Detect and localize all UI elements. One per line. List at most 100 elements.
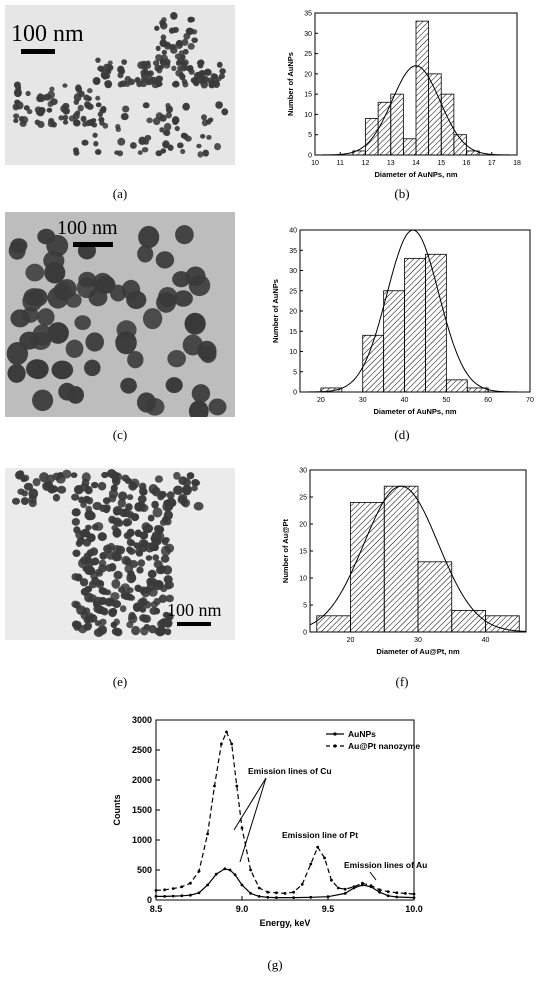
data-point bbox=[206, 832, 209, 836]
nanoparticle bbox=[58, 115, 65, 121]
y-tick-label: 10 bbox=[299, 576, 307, 583]
nanoparticle bbox=[205, 118, 212, 125]
nanoparticle bbox=[111, 524, 119, 531]
nanoparticle bbox=[180, 148, 186, 155]
nanoparticle bbox=[162, 130, 168, 136]
gaussian-fit-line bbox=[315, 65, 517, 156]
nanoparticle bbox=[91, 523, 99, 531]
nanoparticle bbox=[109, 607, 118, 616]
nanoparticle bbox=[160, 34, 167, 41]
scale-bar-label: 100 nm bbox=[57, 217, 118, 239]
nanoparticle bbox=[115, 519, 124, 527]
y-tick-label: 10 bbox=[304, 112, 312, 119]
nanoparticle bbox=[77, 104, 84, 112]
histogram-bar bbox=[415, 20, 430, 156]
nanoparticle bbox=[181, 484, 192, 496]
data-point bbox=[378, 888, 381, 892]
nanoparticle bbox=[148, 484, 159, 495]
y-tick-label: 20 bbox=[304, 71, 312, 78]
histogram-bar bbox=[377, 101, 392, 156]
nanoparticle bbox=[108, 515, 116, 524]
nanoparticle bbox=[119, 605, 127, 613]
nanoparticle bbox=[136, 80, 143, 88]
nanoparticle bbox=[91, 557, 100, 566]
nanoparticle bbox=[71, 508, 81, 517]
nanoparticle bbox=[94, 149, 102, 155]
nanoparticle bbox=[129, 142, 137, 149]
nanoparticle bbox=[126, 538, 134, 547]
nanoparticle bbox=[125, 503, 133, 511]
histogram-bar bbox=[453, 134, 467, 156]
histogram-bar bbox=[451, 609, 486, 633]
nanoparticle bbox=[137, 245, 154, 263]
nanoparticle bbox=[151, 80, 160, 89]
data-point bbox=[249, 868, 253, 872]
data-point bbox=[225, 730, 228, 734]
nanoparticle bbox=[148, 625, 157, 634]
nanoparticle bbox=[142, 308, 163, 330]
y-tick-label: 10 bbox=[289, 349, 297, 356]
nanoparticle bbox=[187, 42, 195, 50]
nanoparticle bbox=[72, 119, 81, 127]
data-point bbox=[343, 887, 347, 891]
nanoparticle bbox=[71, 493, 80, 501]
nanoparticle bbox=[46, 107, 53, 113]
data-point bbox=[309, 862, 313, 866]
nanoparticle bbox=[152, 60, 160, 66]
nanoparticle bbox=[114, 150, 120, 155]
nanoparticle bbox=[187, 16, 194, 23]
nanoparticle bbox=[178, 494, 188, 502]
nanoparticle bbox=[134, 529, 142, 537]
panel-label-d: (d) bbox=[394, 427, 410, 442]
nanoparticle bbox=[112, 476, 121, 486]
histogram-bar bbox=[402, 138, 417, 156]
data-point bbox=[309, 895, 313, 899]
nanoparticle bbox=[84, 102, 91, 109]
scale-bar bbox=[73, 242, 113, 247]
nanoparticle bbox=[101, 471, 109, 479]
nanoparticle bbox=[75, 110, 81, 116]
nanoparticle bbox=[162, 501, 173, 512]
nanoparticle bbox=[108, 489, 119, 499]
data-point bbox=[323, 856, 326, 860]
nanoparticle bbox=[135, 502, 143, 510]
nanoparticle bbox=[129, 478, 140, 489]
nanoparticle bbox=[22, 290, 43, 312]
nanoparticle bbox=[127, 351, 144, 369]
histogram-bar bbox=[440, 93, 455, 156]
nanoparticle bbox=[138, 225, 160, 249]
nanoparticle bbox=[147, 514, 155, 522]
nanoparticle bbox=[185, 266, 206, 287]
nanoparticle bbox=[154, 64, 162, 72]
y-tick-label: 20 bbox=[289, 309, 297, 316]
nanoparticle bbox=[74, 315, 91, 330]
nanoparticle bbox=[153, 560, 163, 569]
data-point bbox=[412, 892, 416, 896]
nanoparticle bbox=[67, 386, 85, 404]
nanoparticle bbox=[212, 80, 221, 89]
nanoparticle bbox=[121, 474, 130, 482]
y-axis-label: Counts bbox=[112, 795, 122, 826]
y-tick-label: 40 bbox=[289, 228, 297, 235]
nanoparticle bbox=[210, 73, 217, 79]
histogram-bar bbox=[404, 257, 426, 393]
nanoparticle bbox=[175, 41, 184, 49]
nanoparticle bbox=[131, 625, 141, 636]
nanoparticle bbox=[113, 618, 120, 626]
data-point bbox=[386, 890, 390, 893]
annotation-arrow bbox=[239, 777, 267, 863]
nanoparticle bbox=[206, 134, 212, 140]
nanoparticle bbox=[162, 140, 170, 149]
nanoparticle bbox=[136, 566, 144, 574]
nanoparticle bbox=[193, 501, 204, 511]
nanoparticle bbox=[83, 94, 90, 101]
nanoparticle bbox=[142, 68, 149, 74]
histogram-bar bbox=[383, 485, 419, 633]
nanoparticle bbox=[78, 271, 97, 288]
nanoparticle bbox=[144, 62, 152, 70]
nanoparticle bbox=[92, 501, 102, 511]
y-axis-label: Number of Au@Pt bbox=[281, 518, 290, 583]
nanoparticle bbox=[124, 75, 132, 83]
nanoparticle bbox=[142, 102, 150, 109]
nanoparticle bbox=[157, 619, 166, 629]
